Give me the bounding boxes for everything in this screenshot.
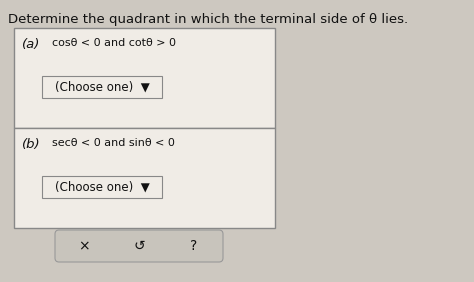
Text: (Choose one)  ▼: (Choose one) ▼ — [55, 80, 149, 94]
Text: (Choose one)  ▼: (Choose one) ▼ — [55, 180, 149, 193]
Text: cosθ < 0 and cotθ > 0: cosθ < 0 and cotθ > 0 — [52, 38, 176, 48]
Text: ×: × — [78, 239, 90, 253]
Text: secθ < 0 and sinθ < 0: secθ < 0 and sinθ < 0 — [52, 138, 175, 148]
Text: ↺: ↺ — [133, 239, 145, 253]
Text: Determine the quadrant in which the terminal side of θ lies.: Determine the quadrant in which the term… — [8, 13, 408, 26]
FancyBboxPatch shape — [14, 128, 275, 228]
FancyBboxPatch shape — [14, 28, 275, 128]
FancyBboxPatch shape — [55, 230, 223, 262]
Text: (b): (b) — [22, 138, 41, 151]
Text: ?: ? — [191, 239, 198, 253]
FancyBboxPatch shape — [42, 176, 162, 198]
FancyBboxPatch shape — [42, 76, 162, 98]
Text: (a): (a) — [22, 38, 40, 51]
